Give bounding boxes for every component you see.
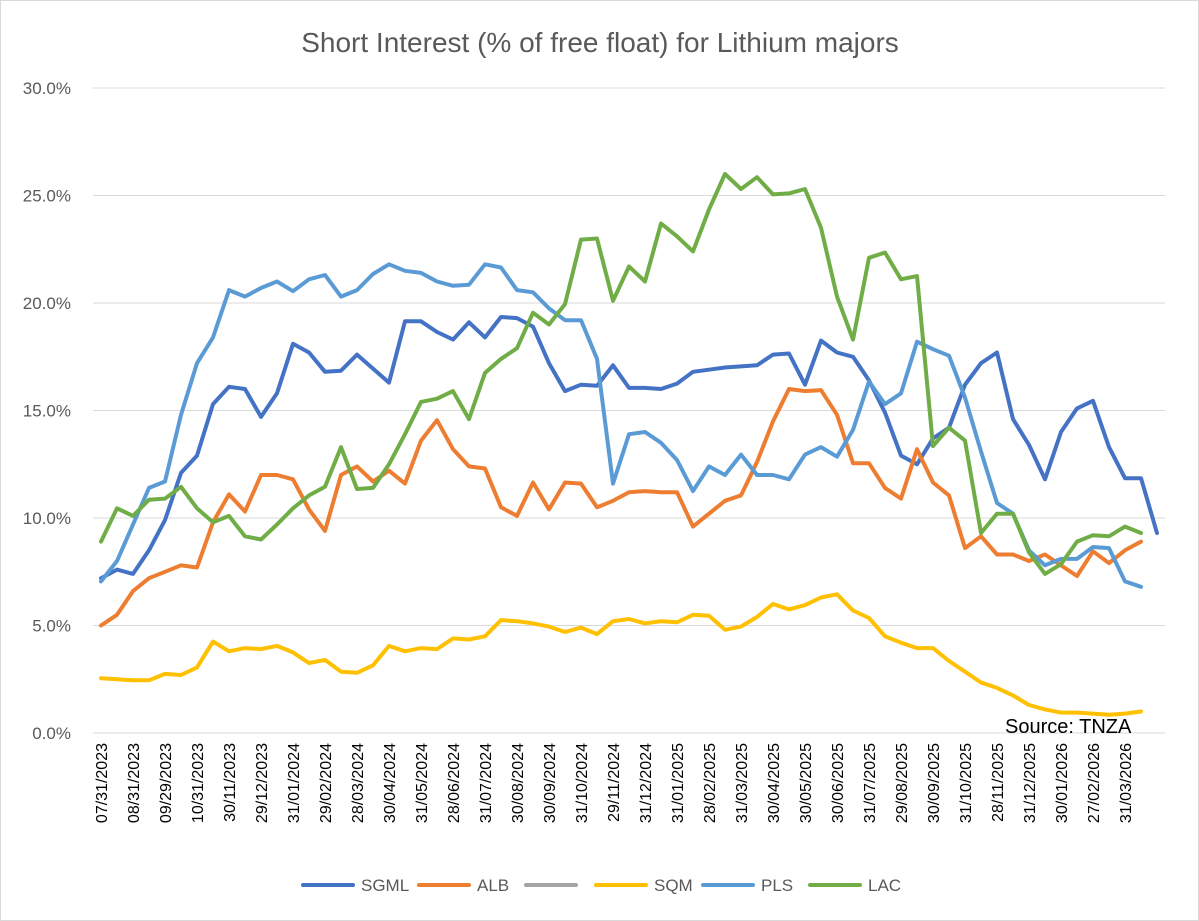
y-tick-label: 5.0%: [32, 617, 71, 636]
x-tick-label: 28/02/2025: [702, 743, 719, 823]
x-tick-label: 30/11/2023: [222, 743, 239, 822]
y-axis-tick-labels: 0.0% 5.0% 10.0% 15.0% 20.0% 25.0% 30.0%: [23, 79, 71, 743]
x-tick-label: 30/09/2025: [926, 743, 943, 823]
series-line-pls: [99, 262, 1143, 589]
x-tick-label: 30/06/2025: [830, 743, 847, 823]
legend: SGML ALB SQM PLS LAC: [301, 876, 901, 895]
x-tick-label: 31/03/2025: [734, 743, 751, 823]
gridlines: [93, 87, 1165, 626]
x-tick-label: 31/12/2025: [1022, 743, 1039, 823]
x-tick-label: 10/31/2023: [190, 743, 207, 823]
series-lines: [99, 172, 1159, 717]
x-tick-label: 31/07/2024: [478, 743, 495, 823]
x-tick-label: 31/07/2025: [862, 743, 879, 823]
x-tick-label: 30/05/2025: [798, 743, 815, 823]
x-tick-label: 29/02/2024: [318, 743, 335, 823]
y-tick-label: 0.0%: [32, 724, 71, 743]
series-line-sgml: [99, 315, 1159, 581]
legend-label-lac: LAC: [868, 876, 901, 895]
x-tick-label: 31/03/2026: [1118, 743, 1135, 823]
x-axis-tick-labels: 07/31/2023 08/31/2023 09/29/2023 10/31/2023…: [94, 743, 1135, 823]
x-tick-label: 28/03/2024: [350, 743, 367, 823]
x-tick-label: 29/11/2024: [606, 743, 623, 822]
series-line-lac: [99, 172, 1143, 576]
x-tick-label: 31/01/2025: [670, 743, 687, 823]
x-tick-label: 08/31/2023: [126, 743, 143, 823]
x-tick-label: 31/10/2025: [958, 743, 975, 823]
x-tick-label: 31/01/2024: [286, 743, 303, 823]
legend-label-alb: ALB: [477, 876, 509, 895]
x-tick-label: 30/08/2024: [510, 743, 527, 823]
x-tick-label: 30/01/2026: [1054, 743, 1071, 823]
legend-label-pls: PLS: [761, 876, 793, 895]
x-tick-label: 07/31/2023: [94, 743, 111, 823]
x-tick-label: 31/12/2024: [638, 743, 655, 823]
x-tick-label: 30/04/2024: [382, 743, 399, 823]
x-tick-label: 31/05/2024: [414, 743, 431, 823]
y-tick-label: 20.0%: [23, 294, 71, 313]
x-tick-label: 28/11/2025: [990, 743, 1007, 822]
x-tick-label: 28/06/2024: [446, 743, 463, 823]
x-tick-label: 27/02/2026: [1086, 743, 1103, 823]
legend-label-sgml: SGML: [361, 876, 409, 895]
source-annotation: Source: TNZA: [1005, 716, 1132, 738]
x-tick-label: 30/09/2024: [542, 743, 559, 823]
x-tick-label: 29/08/2025: [894, 743, 911, 823]
x-tick-label: 31/10/2024: [574, 743, 591, 823]
series-line-sqm: [99, 592, 1143, 717]
x-tick-label: 30/04/2025: [766, 743, 783, 823]
legend-label-sqm: SQM: [654, 876, 693, 895]
y-tick-label: 10.0%: [23, 509, 71, 528]
x-tick-label: 29/12/2023: [254, 743, 271, 823]
y-tick-label: 30.0%: [23, 79, 71, 98]
y-tick-label: 25.0%: [23, 187, 71, 206]
series-line-alb: [99, 387, 1143, 628]
y-tick-label: 15.0%: [23, 402, 71, 421]
chart-title: Short Interest (% of free float) for Lit…: [301, 27, 899, 58]
x-tick-label: 09/29/2023: [158, 743, 175, 823]
